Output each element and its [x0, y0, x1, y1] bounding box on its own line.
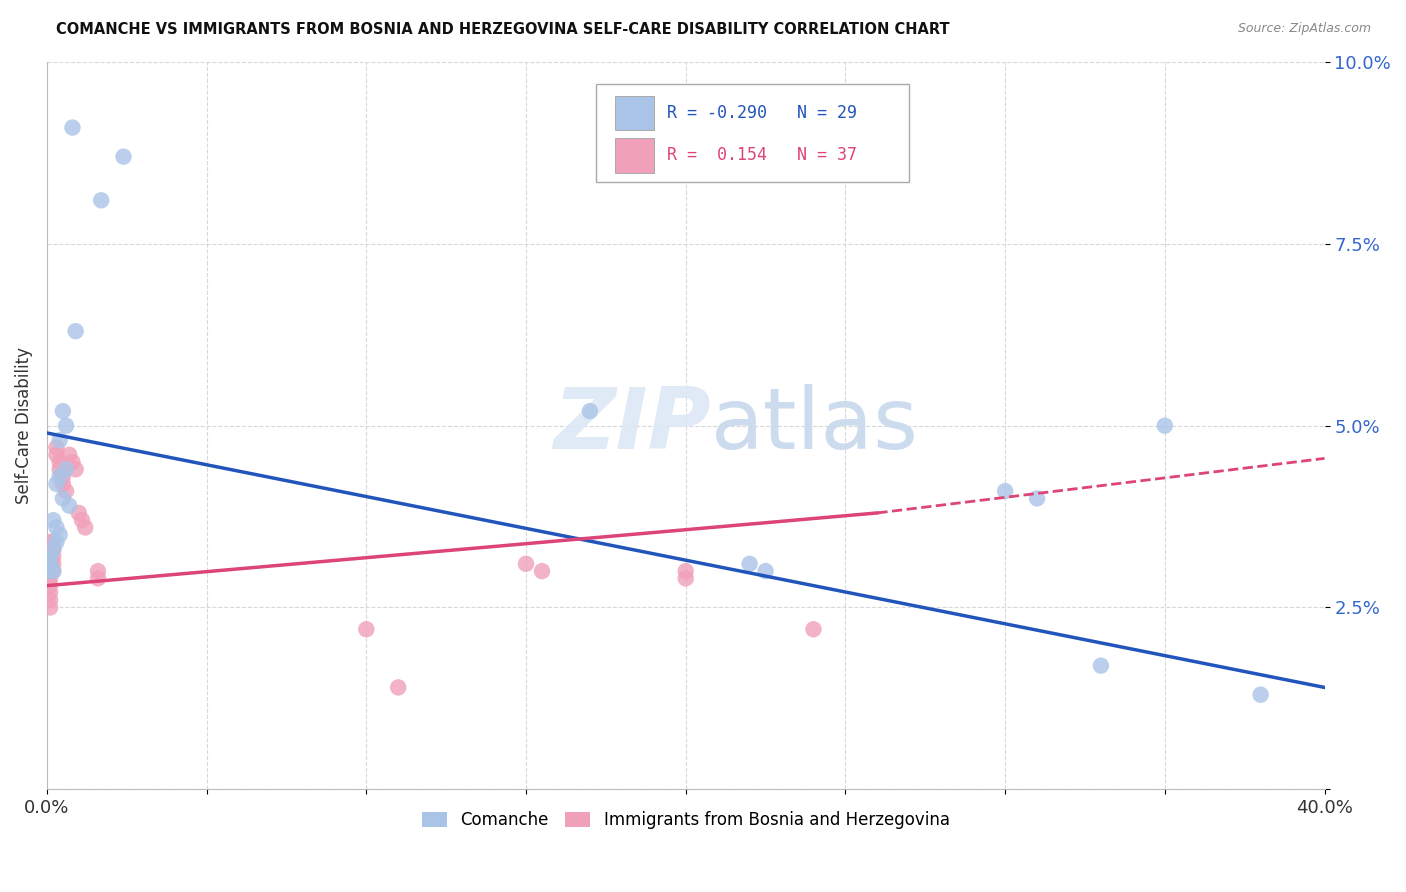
- Point: [112, 150, 135, 164]
- Point: [75, 520, 97, 534]
- Point: [52, 469, 75, 483]
- Point: [1026, 491, 1049, 506]
- Bar: [616, 95, 654, 130]
- Point: [39, 571, 62, 585]
- Point: [55, 462, 77, 476]
- Point: [67, 506, 90, 520]
- Point: [45, 535, 67, 549]
- Point: [52, 476, 75, 491]
- Point: [48, 469, 70, 483]
- Y-axis label: Self-Care Disability: Self-Care Disability: [15, 347, 32, 504]
- Point: [58, 499, 80, 513]
- Point: [42, 549, 65, 564]
- Text: R = -0.290   N = 29: R = -0.290 N = 29: [666, 104, 856, 122]
- Point: [39, 557, 62, 571]
- Point: [39, 542, 62, 557]
- Point: [738, 557, 761, 571]
- Point: [39, 557, 62, 571]
- Point: [530, 564, 553, 578]
- Point: [42, 564, 65, 578]
- Point: [55, 484, 77, 499]
- Point: [515, 557, 537, 571]
- Point: [42, 564, 65, 578]
- Text: COMANCHE VS IMMIGRANTS FROM BOSNIA AND HERZEGOVINA SELF-CARE DISABILITY CORRELAT: COMANCHE VS IMMIGRANTS FROM BOSNIA AND H…: [56, 22, 950, 37]
- Text: R =  0.154   N = 37: R = 0.154 N = 37: [666, 146, 856, 164]
- Bar: [616, 137, 654, 173]
- Point: [675, 564, 697, 578]
- Point: [48, 527, 70, 541]
- Point: [39, 600, 62, 615]
- Point: [754, 564, 776, 578]
- Point: [1250, 688, 1272, 702]
- Point: [39, 564, 62, 578]
- Point: [87, 564, 110, 578]
- Point: [65, 324, 87, 338]
- Point: [39, 549, 62, 564]
- Point: [45, 448, 67, 462]
- Point: [39, 535, 62, 549]
- Point: [356, 622, 378, 636]
- Point: [65, 462, 87, 476]
- Point: [87, 571, 110, 585]
- Point: [45, 476, 67, 491]
- Point: [994, 484, 1017, 499]
- Point: [39, 579, 62, 593]
- Point: [52, 404, 75, 418]
- Point: [48, 434, 70, 448]
- Point: [42, 557, 65, 571]
- Point: [387, 681, 409, 695]
- Point: [55, 418, 77, 433]
- Point: [58, 448, 80, 462]
- Text: atlas: atlas: [711, 384, 920, 467]
- Text: ZIP: ZIP: [554, 384, 711, 467]
- Point: [62, 120, 84, 135]
- Point: [70, 513, 93, 527]
- Point: [42, 535, 65, 549]
- Point: [1090, 658, 1112, 673]
- Point: [42, 542, 65, 557]
- Point: [42, 513, 65, 527]
- Point: [803, 622, 825, 636]
- Point: [39, 549, 62, 564]
- Point: [48, 462, 70, 476]
- Point: [48, 455, 70, 469]
- Point: [62, 455, 84, 469]
- Point: [39, 586, 62, 600]
- Point: [675, 571, 697, 585]
- Point: [39, 564, 62, 578]
- Text: Source: ZipAtlas.com: Source: ZipAtlas.com: [1237, 22, 1371, 36]
- Point: [45, 520, 67, 534]
- Point: [90, 194, 112, 208]
- Point: [579, 404, 602, 418]
- Point: [45, 441, 67, 455]
- Legend: Comanche, Immigrants from Bosnia and Herzegovina: Comanche, Immigrants from Bosnia and Her…: [415, 804, 956, 836]
- Bar: [596, 84, 910, 182]
- Point: [39, 593, 62, 607]
- Point: [52, 491, 75, 506]
- Point: [1153, 418, 1175, 433]
- Point: [42, 542, 65, 557]
